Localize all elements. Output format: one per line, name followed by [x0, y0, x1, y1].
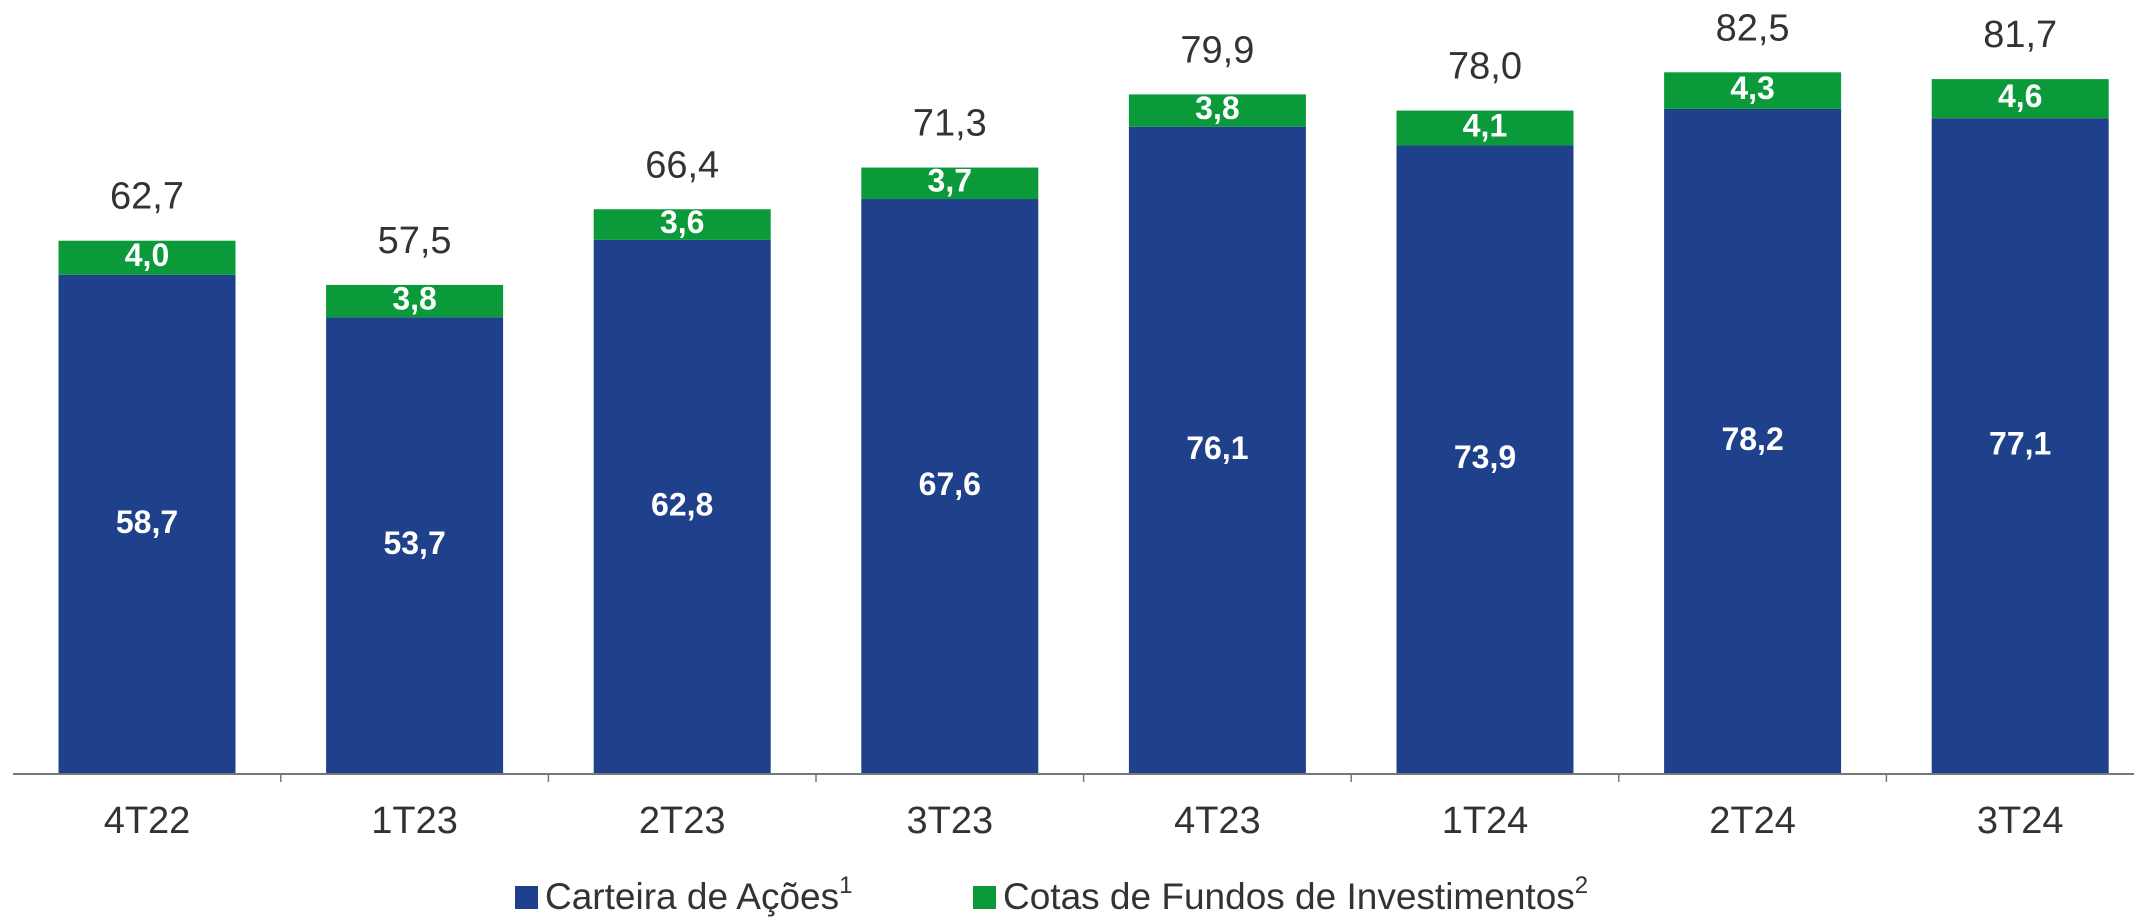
- value-label: 58,7: [116, 504, 178, 540]
- total-label: 62,7: [110, 176, 184, 218]
- x-tick-label: 1T24: [1442, 800, 1529, 842]
- legend-name: Carteira de Ações: [545, 876, 839, 917]
- bar-segment: [1931, 79, 2109, 119]
- value-label: 76,1: [1186, 430, 1248, 466]
- value-label: 53,7: [383, 525, 445, 561]
- bar-segment: [58, 240, 236, 275]
- x-tick-label: 1T23: [371, 800, 458, 842]
- bar-segment: [1128, 126, 1306, 774]
- value-label: 3,7: [928, 163, 972, 199]
- value-label: 77,1: [1989, 426, 2051, 462]
- bar-segment: [326, 317, 504, 774]
- value-label: 4,6: [1998, 78, 2042, 114]
- legend-swatch: [973, 886, 996, 909]
- value-label: 3,8: [392, 281, 436, 317]
- bar-segment: [861, 199, 1039, 774]
- x-tick-label: 3T23: [906, 800, 993, 842]
- total-label: 57,5: [378, 220, 452, 262]
- total-label: 66,4: [645, 144, 719, 186]
- bar-segment: [1664, 72, 1842, 109]
- legend-label: Cotas de Fundos de Investimentos2: [1003, 872, 1588, 916]
- value-label: 78,2: [1721, 421, 1783, 457]
- bar-segment: [1396, 145, 1574, 774]
- value-label: 62,8: [651, 486, 713, 522]
- value-label: 3,8: [1195, 90, 1239, 126]
- bar-segment: [861, 167, 1039, 200]
- legend-footnote: 1: [839, 872, 852, 899]
- bar-segment: [1396, 110, 1574, 146]
- value-label: 67,6: [919, 466, 981, 502]
- legend-swatch: [515, 886, 538, 909]
- bar-segment: [58, 274, 236, 774]
- bar-segment: [1664, 108, 1842, 774]
- bar-segment: [1931, 118, 2109, 774]
- value-label: 4,1: [1463, 107, 1507, 143]
- bar-segment: [326, 284, 504, 318]
- total-label: 71,3: [913, 103, 987, 145]
- value-label: 73,9: [1454, 439, 1516, 475]
- x-tick-label: 3T24: [1977, 800, 2064, 842]
- x-tick-label: 4T23: [1174, 800, 1261, 842]
- x-tick-label: 2T24: [1709, 800, 1796, 842]
- total-label: 81,7: [1983, 14, 2057, 56]
- total-label: 79,9: [1180, 29, 1254, 71]
- bar-segment: [593, 209, 771, 240]
- legend-label: Carteira de Ações1: [545, 872, 852, 916]
- bar-segment: [1128, 94, 1306, 127]
- value-label: 4,0: [125, 237, 169, 273]
- legend-footnote: 2: [1575, 872, 1588, 899]
- total-label: 82,5: [1716, 7, 1790, 49]
- x-tick-label: 4T22: [104, 800, 191, 842]
- total-label: 78,0: [1448, 46, 1522, 88]
- bar-segment: [593, 239, 771, 774]
- value-label: 3,6: [660, 204, 704, 240]
- legend-name: Cotas de Fundos de Investimentos: [1003, 876, 1575, 917]
- x-tick-label: 2T23: [639, 800, 726, 842]
- value-label: 4,3: [1730, 70, 1774, 106]
